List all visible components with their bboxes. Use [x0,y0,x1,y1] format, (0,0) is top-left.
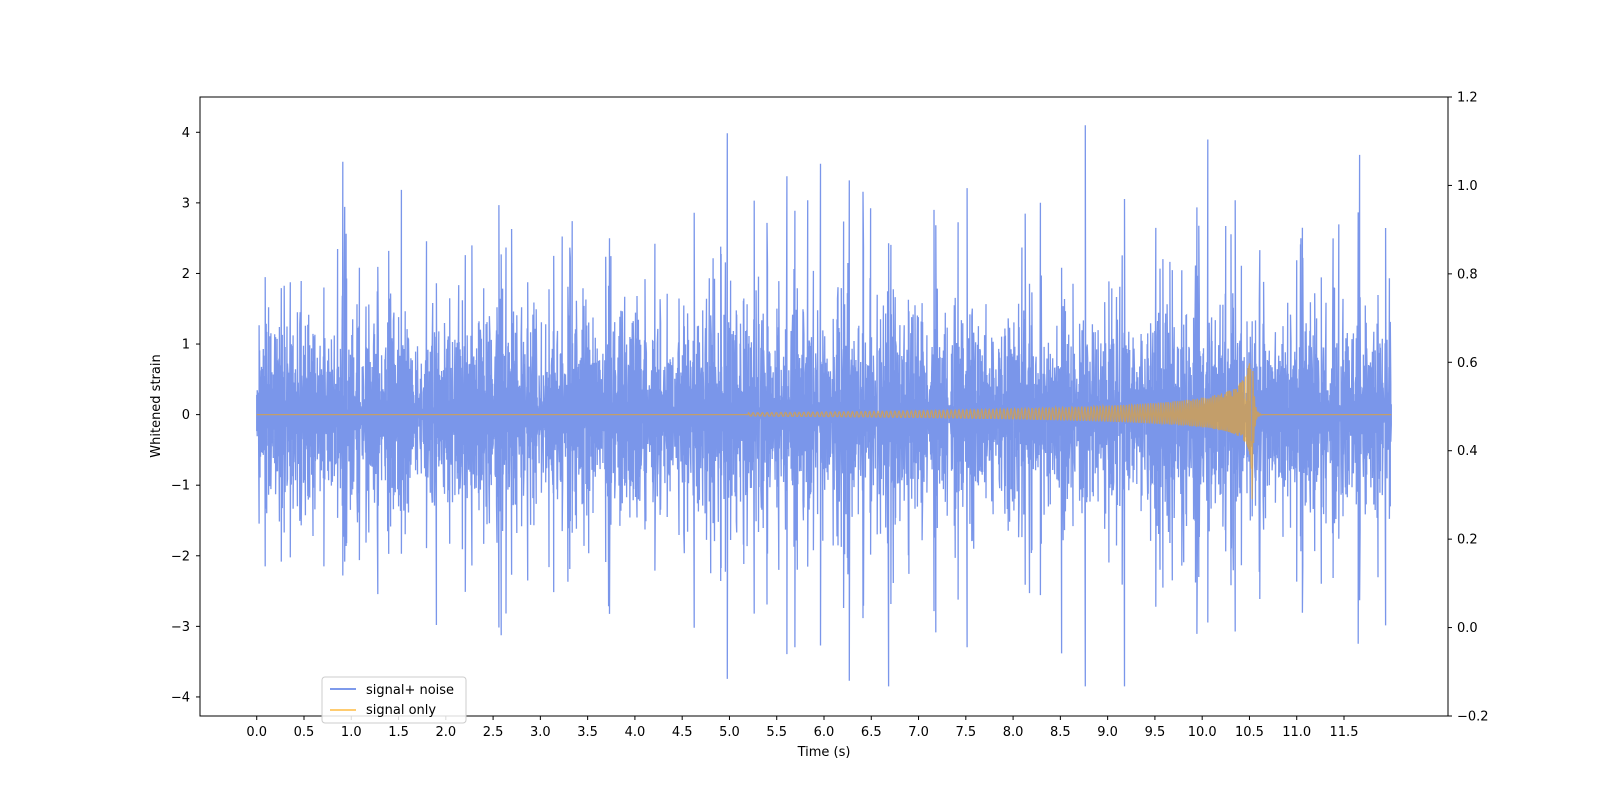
y-tick-label: 0 [182,408,190,423]
x-tick-label: 10.5 [1235,725,1264,740]
legend: signal+ noise signal only [321,676,467,724]
x-tick-label: 8.0 [1003,725,1024,740]
y2-tick-label: 1.2 [1457,91,1478,106]
y2-tick-label: −0.2 [1457,710,1489,725]
y2-tick-label: 0.2 [1457,533,1478,548]
x-tick-label: 1.5 [388,725,409,740]
x-tick-label: 3.5 [577,725,598,740]
x-tick-label: 3.0 [530,725,551,740]
y2-tick-label: 0.0 [1457,621,1478,636]
y-tick-label: −3 [171,620,190,635]
x-tick-label: 5.5 [766,725,787,740]
y2-tick-label: 0.6 [1457,356,1478,371]
y-tick-label: 2 [182,267,190,282]
x-tick-label: 0.5 [294,725,315,740]
x-tick-label: 7.0 [908,725,929,740]
y-tick-label: 4 [182,126,190,141]
y2-tick-label: 0.8 [1457,267,1478,282]
series-signal-noise-line [256,125,1392,687]
x-tick-label: 2.5 [483,725,504,740]
x-tick-label: 11.0 [1282,725,1311,740]
y-axis-right: 1.2 1.0 0.8 0.6 0.4 0.2 0.0 −0.2 [1448,91,1489,725]
y-axis-label: Whitened strain [149,354,164,457]
x-axis: 0.0 0.5 1.0 1.5 2.0 2.5 3.0 3.5 4.0 4.5 5.0 5.5 6.0 6… [246,716,1358,740]
x-tick-label: 6.5 [861,725,882,740]
x-tick-label: 10.0 [1188,725,1217,740]
y-tick-label: 3 [182,196,190,211]
x-tick-label: 11.5 [1330,725,1359,740]
y-tick-label: −2 [171,549,190,564]
x-tick-label: 6.0 [814,725,835,740]
x-tick-label: 5.0 [719,725,740,740]
y2-tick-label: 0.4 [1457,444,1478,459]
legend-label-signal-only: signal only [366,703,436,718]
legend-label-signal-noise: signal+ noise [366,683,454,698]
x-tick-label: 8.5 [1050,725,1071,740]
y-tick-label: −4 [171,690,190,705]
x-tick-label: 2.0 [435,725,456,740]
legend-box [321,676,467,724]
x-tick-label: 9.5 [1145,725,1166,740]
y-axis-left: 4 3 2 1 0 −1 −2 −3 −4 [171,126,200,705]
x-axis-label: Time (s) [797,745,851,760]
x-tick-label: 0.0 [246,725,267,740]
y-tick-label: 1 [182,338,190,353]
x-tick-label: 9.0 [1097,725,1118,740]
y-tick-label: −1 [171,479,190,494]
series-layer [256,125,1392,687]
x-tick-label: 4.0 [625,725,646,740]
y2-tick-label: 1.0 [1457,179,1478,194]
x-tick-label: 4.5 [672,725,693,740]
series-signal-only-line [256,363,1392,500]
x-tick-label: 1.0 [341,725,362,740]
x-tick-label: 7.5 [955,725,976,740]
